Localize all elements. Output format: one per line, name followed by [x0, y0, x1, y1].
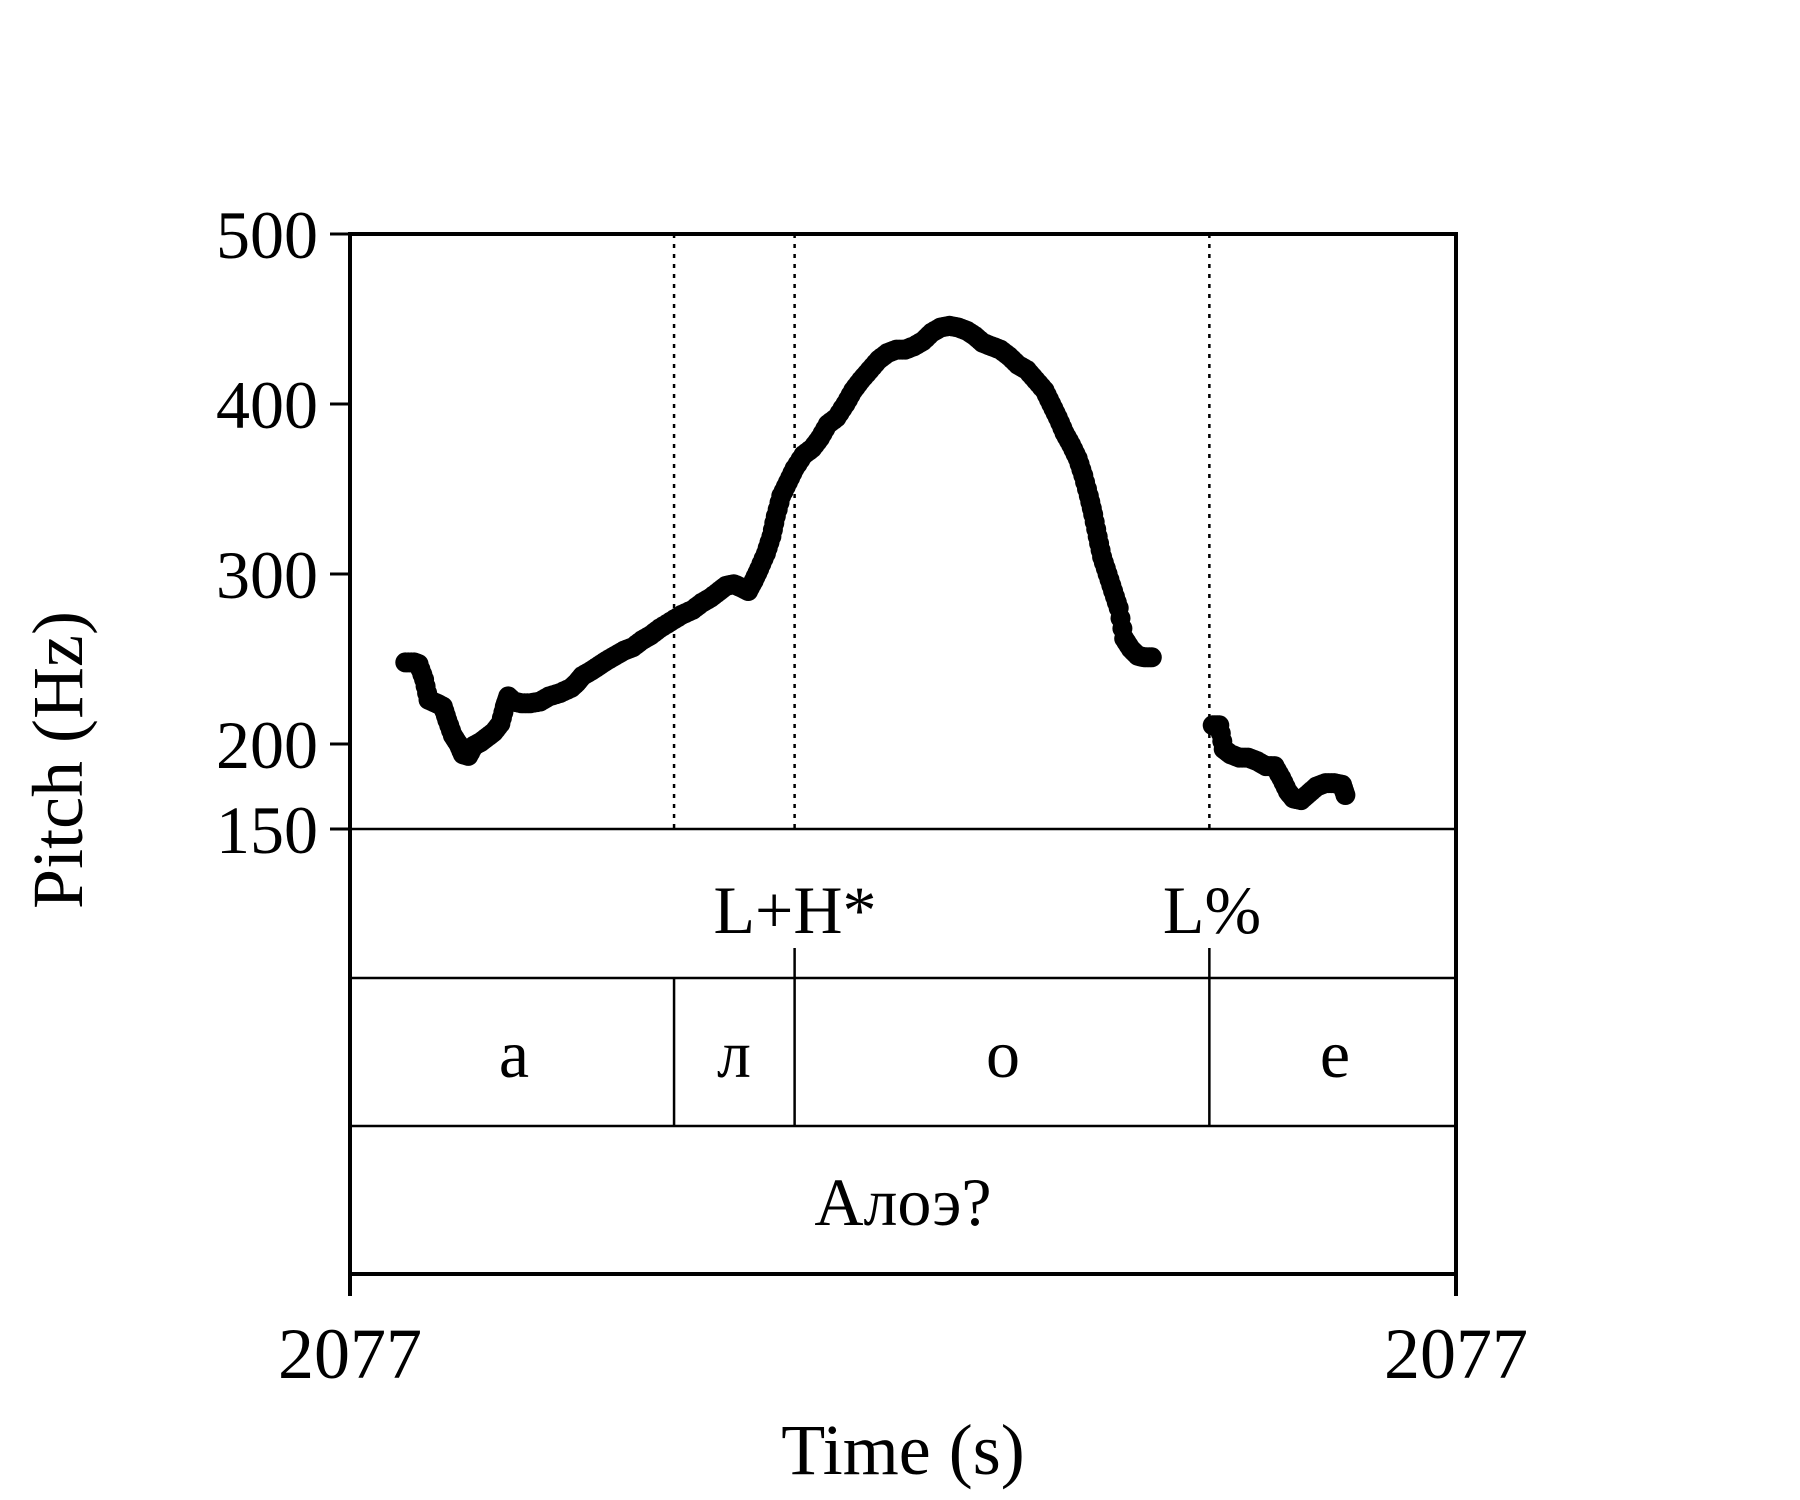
y-tick-label-300: 300 — [216, 537, 318, 613]
segment-label-l: л — [717, 1016, 751, 1092]
tone-tier: L+H* L% — [714, 872, 1262, 948]
segment-label-e: е — [1320, 1016, 1350, 1092]
segment-label-o: о — [986, 1016, 1020, 1092]
y-tick-label-500: 500 — [216, 197, 318, 273]
y-axis: 500 400 300 200 150 — [216, 197, 350, 868]
x-axis-label: Time (s) — [781, 1410, 1024, 1490]
x-tick-label-end: 2077 — [1384, 1314, 1528, 1394]
y-tick-label-400: 400 — [216, 367, 318, 443]
boundary-lines — [672, 234, 1211, 1126]
segment-label-a: а — [499, 1016, 529, 1092]
pitch-points — [395, 315, 1356, 811]
pitch-point — [1141, 647, 1162, 668]
utterance-label: Алоэ? — [814, 1164, 991, 1240]
plot-frame — [348, 232, 1458, 1276]
segment-tier: а л о е — [499, 1016, 1350, 1092]
pitch-point — [1335, 785, 1356, 805]
x-tick-label-start: 2077 — [278, 1314, 422, 1394]
y-tick-label-200: 200 — [216, 707, 318, 783]
y-axis-label: Pitch (Hz) — [18, 611, 98, 909]
tone-label-lh: L+H* — [714, 872, 877, 948]
tone-label-l-percent: L% — [1163, 872, 1261, 948]
y-tick-label-150: 150 — [216, 792, 318, 868]
